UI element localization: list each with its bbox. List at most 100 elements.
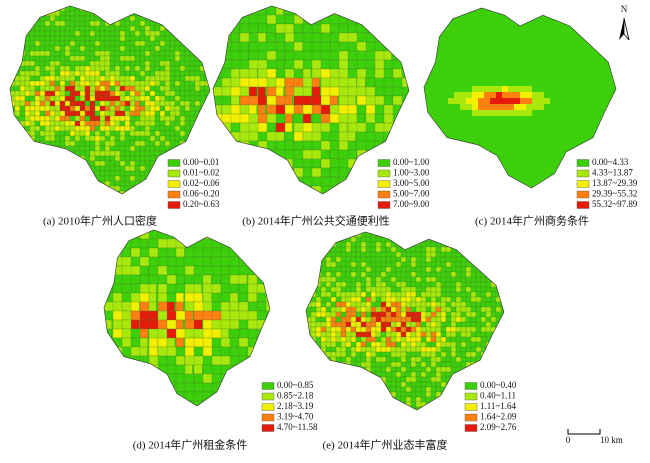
map-cell [29, 50, 36, 57]
map-cell [460, 236, 467, 243]
map-cell [400, 366, 407, 373]
map-cell [179, 65, 186, 72]
map-cell [435, 271, 442, 278]
map-cell [154, 115, 161, 122]
map-cell [335, 356, 342, 363]
map-cell [74, 90, 81, 97]
map-cell [24, 75, 31, 82]
map-cell [442, 80, 448, 86]
map-cell [14, 150, 21, 157]
map-cell [134, 170, 141, 177]
map-cell [129, 90, 136, 97]
map-cell [164, 110, 171, 117]
map-cell [435, 346, 442, 353]
map-cell [144, 190, 151, 194]
map-cell [385, 371, 392, 378]
map-cell [345, 301, 352, 308]
map-cell [139, 155, 146, 162]
map-cell [174, 95, 181, 102]
map-cell [248, 158, 261, 169]
map-cell [424, 32, 430, 38]
map-cell [495, 246, 502, 253]
map-cell [104, 364, 113, 375]
map-cell [139, 265, 148, 276]
map-cell [400, 281, 407, 288]
map-cell [410, 246, 417, 253]
map-cell [184, 75, 191, 82]
map-cell [465, 371, 472, 378]
map-cell [238, 373, 253, 384]
map-cell [435, 396, 442, 403]
map-cell [284, 68, 295, 79]
map-cell [230, 32, 240, 43]
map-cell [500, 286, 504, 293]
map-cell [532, 164, 538, 170]
map-cell [179, 6, 186, 12]
map-cell [538, 122, 544, 128]
map-cell [64, 90, 71, 97]
map-cell [194, 110, 201, 117]
map-cell [74, 30, 81, 37]
map-cell [164, 120, 171, 127]
map-cell [139, 30, 146, 37]
map-cell [315, 261, 322, 268]
map-cell [472, 74, 478, 80]
map-cell [436, 74, 442, 80]
map-cell [114, 120, 121, 127]
map-cell [466, 62, 472, 68]
map-cell [436, 182, 442, 188]
map-cell [520, 134, 526, 140]
map-cell [424, 68, 430, 74]
map-cell [134, 115, 141, 122]
map-cell [94, 190, 101, 194]
map-cell [44, 65, 51, 72]
map-cell [472, 104, 478, 110]
map-cell [34, 110, 41, 117]
map-cell [247, 382, 259, 393]
map-cell [440, 316, 447, 323]
map-cell [538, 146, 544, 152]
map-cell [465, 236, 472, 243]
map-cell [129, 180, 136, 187]
map-cell [335, 306, 342, 313]
map-cell [425, 361, 432, 368]
map-cell [112, 238, 123, 249]
map-cell [550, 26, 556, 32]
map-cell [54, 45, 61, 52]
map-cell [19, 100, 26, 107]
map-cell [562, 128, 568, 134]
map-outline [423, 7, 617, 189]
map-cell [94, 105, 101, 112]
map-cell [478, 152, 484, 158]
map-cell [532, 68, 538, 74]
map-cell [293, 68, 302, 79]
map-cell [119, 140, 126, 147]
map-cell [550, 68, 556, 74]
map-cell [365, 241, 372, 248]
map-cell [104, 346, 115, 357]
map-cell [335, 406, 342, 410]
map-cell [598, 116, 604, 122]
map-cell [500, 266, 504, 273]
map-cell [89, 105, 96, 112]
map-cell [360, 351, 367, 358]
map-cell [99, 150, 106, 157]
map-cell [119, 55, 126, 62]
map-cell [320, 271, 327, 278]
map-cell [39, 170, 46, 177]
map-cell [420, 331, 427, 338]
map-cell [114, 25, 121, 32]
map-cell [49, 25, 56, 32]
map-cell [340, 301, 347, 308]
map-cell [580, 56, 586, 62]
map-cell [139, 6, 146, 12]
map-cell [239, 167, 254, 178]
map-cell [154, 85, 161, 92]
map-cell [154, 35, 161, 42]
map-cell [74, 190, 81, 194]
map-cell [532, 158, 538, 164]
map-cell [508, 116, 514, 122]
map-cell [574, 44, 580, 50]
map-cell [420, 256, 427, 263]
map-cell [302, 113, 312, 124]
